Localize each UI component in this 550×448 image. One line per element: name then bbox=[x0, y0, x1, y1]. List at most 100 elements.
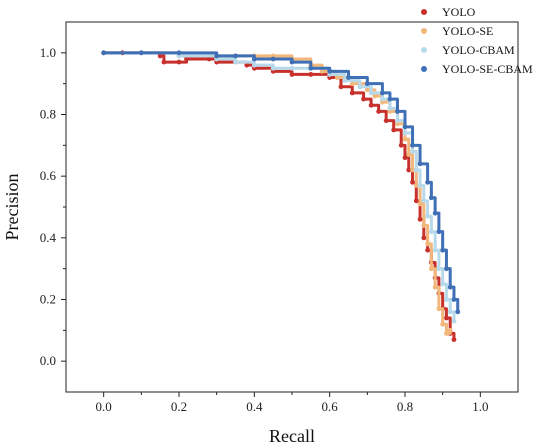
data-point bbox=[308, 72, 314, 77]
y-tick-label: 0.4 bbox=[40, 230, 57, 245]
data-point bbox=[176, 59, 182, 65]
data-point bbox=[406, 167, 412, 173]
x-tick-label: 0.4 bbox=[246, 399, 263, 414]
data-point bbox=[387, 105, 393, 111]
data-point bbox=[372, 93, 378, 99]
series-yolo-cbam bbox=[101, 50, 457, 324]
data-point bbox=[417, 201, 423, 207]
data-point bbox=[161, 59, 167, 65]
data-point bbox=[334, 75, 340, 80]
data-point bbox=[376, 109, 382, 114]
data-point bbox=[436, 266, 442, 272]
data-point bbox=[402, 155, 408, 161]
series-line bbox=[103, 51, 456, 322]
data-point bbox=[206, 56, 212, 62]
legend-marker bbox=[421, 66, 427, 72]
data-point bbox=[413, 198, 419, 204]
data-point bbox=[444, 331, 449, 336]
data-point bbox=[214, 53, 220, 59]
data-point bbox=[157, 53, 163, 59]
series-line bbox=[103, 51, 460, 312]
legend-label: YOLO-SE-CBAM bbox=[442, 62, 533, 76]
data-point bbox=[364, 87, 370, 93]
data-point bbox=[451, 297, 457, 302]
series-yolo-se-cbam bbox=[101, 50, 461, 315]
data-point bbox=[444, 297, 449, 302]
data-point bbox=[383, 118, 389, 124]
legend-label: YOLO bbox=[442, 5, 476, 19]
data-point bbox=[432, 284, 438, 290]
data-point bbox=[361, 96, 366, 102]
data-point bbox=[308, 65, 314, 71]
axis-ticks: 0.0 0.2 0.4 0.6 0.8 1.0 0.0 0.2 0.4 0.6 0.8 1.0 bbox=[40, 45, 489, 414]
data-point bbox=[395, 118, 400, 124]
data-point bbox=[402, 124, 408, 130]
data-point bbox=[380, 90, 385, 96]
x-tick-label: 1.0 bbox=[472, 399, 488, 414]
data-point bbox=[421, 198, 427, 204]
x-tick-label: 0.0 bbox=[96, 399, 112, 414]
data-point bbox=[101, 50, 107, 56]
data-point bbox=[425, 247, 430, 253]
series-yolo-se bbox=[101, 50, 453, 336]
legend-marker bbox=[421, 47, 427, 53]
data-point bbox=[425, 241, 430, 247]
data-point bbox=[395, 109, 400, 114]
data-point bbox=[402, 136, 408, 142]
data-point bbox=[368, 90, 374, 96]
data-point bbox=[244, 62, 250, 68]
data-point bbox=[417, 161, 423, 167]
y-tick-label: 0.2 bbox=[40, 292, 56, 307]
y-tick-label: 0.6 bbox=[40, 168, 57, 183]
data-point bbox=[447, 284, 453, 290]
data-point bbox=[233, 53, 238, 59]
data-point bbox=[346, 75, 351, 80]
data-point bbox=[436, 306, 442, 312]
data-point bbox=[447, 309, 453, 315]
series-yolo bbox=[101, 50, 457, 342]
data-point bbox=[428, 266, 434, 272]
y-axis-label: Precision bbox=[2, 174, 22, 241]
data-point bbox=[349, 90, 355, 96]
series-line bbox=[103, 51, 452, 335]
data-point bbox=[138, 50, 144, 56]
data-point bbox=[444, 266, 449, 272]
data-point bbox=[184, 56, 189, 62]
x-tick-label: 0.6 bbox=[322, 399, 339, 414]
data-point bbox=[251, 56, 257, 62]
plot-frame bbox=[65, 21, 519, 393]
data-point bbox=[410, 167, 415, 173]
data-point bbox=[357, 84, 363, 90]
data-point bbox=[402, 130, 408, 136]
data-point bbox=[289, 59, 295, 65]
data-point bbox=[176, 50, 182, 56]
data-point bbox=[319, 68, 325, 74]
data-point bbox=[289, 72, 295, 77]
series-layer bbox=[101, 50, 461, 342]
legend-label: YOLO-SE bbox=[442, 24, 493, 38]
data-point bbox=[444, 315, 449, 321]
data-point bbox=[251, 62, 257, 68]
data-point bbox=[432, 210, 438, 216]
data-point bbox=[380, 96, 385, 102]
data-point bbox=[338, 84, 344, 90]
data-point bbox=[270, 56, 276, 62]
data-point bbox=[440, 321, 446, 327]
series-line bbox=[103, 51, 456, 340]
data-point bbox=[327, 68, 333, 74]
data-point bbox=[349, 81, 355, 87]
data-point bbox=[398, 142, 404, 148]
data-point bbox=[289, 65, 295, 71]
data-point bbox=[436, 229, 442, 235]
data-point bbox=[428, 229, 434, 235]
legend-marker bbox=[421, 28, 427, 34]
data-point bbox=[342, 78, 348, 83]
data-point bbox=[387, 96, 393, 102]
data-point bbox=[417, 183, 423, 188]
data-point bbox=[432, 247, 438, 253]
data-point bbox=[368, 102, 374, 108]
data-point bbox=[270, 65, 276, 71]
legend-label: YOLO-CBAM bbox=[442, 43, 515, 57]
y-tick-label: 0.0 bbox=[40, 353, 56, 368]
